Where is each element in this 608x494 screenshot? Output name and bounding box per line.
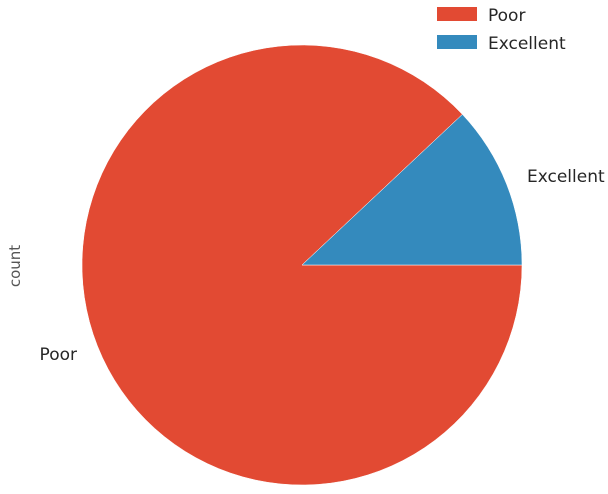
slice-label-poor: Poor — [40, 345, 77, 365]
legend-label-poor: Poor — [488, 6, 525, 26]
y-axis-label: count — [6, 245, 24, 287]
pie-slices — [81, 44, 523, 486]
pie-slice-excellent — [301, 114, 523, 266]
pie-slice-labels: Poor Excellent — [40, 167, 605, 365]
legend-swatch-excellent — [437, 35, 477, 49]
legend: Poor Excellent — [437, 6, 566, 54]
legend-swatch-poor — [437, 7, 477, 21]
legend-label-excellent: Excellent — [488, 34, 566, 54]
slice-label-excellent: Excellent — [527, 167, 605, 187]
